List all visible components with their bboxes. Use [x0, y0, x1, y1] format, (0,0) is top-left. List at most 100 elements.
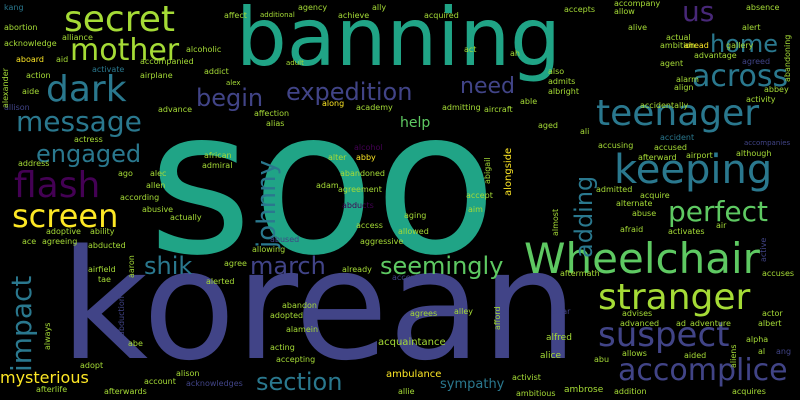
word-abandoning: abandoning [783, 34, 792, 82]
word-addict: addict [204, 67, 229, 76]
word-engaged: engaged [36, 140, 142, 168]
word-affection: affection [254, 109, 290, 118]
word-abbey: abbey [764, 85, 789, 94]
word-actress: actress [74, 135, 103, 144]
word-agency: agency [298, 3, 328, 12]
word-adventure: adventure [690, 319, 731, 328]
word-african: african [204, 151, 232, 160]
word-abused: abused [270, 235, 300, 244]
word-admits: admits [548, 77, 576, 86]
word-acknowledge: acknowledge [4, 39, 57, 48]
word-kang: kang [4, 3, 24, 12]
word-acquire: acquire [640, 191, 670, 200]
word-abducts: abducts [342, 201, 374, 210]
word-tae: tae [98, 275, 111, 284]
word-afterwards: afterwards [104, 387, 147, 396]
word-banning: banning [236, 0, 561, 84]
word-aim: aim [468, 205, 483, 214]
word-additional: additional [260, 11, 295, 19]
word-aggressive: aggressive [360, 237, 404, 246]
word-alex: alex [226, 79, 241, 87]
word-aged: aged [538, 121, 558, 130]
word-actual: actual [666, 33, 691, 42]
word-allen: allen [146, 181, 166, 190]
word-screen: screen [12, 197, 119, 235]
word-agree: agree [224, 259, 247, 268]
word-alert: alert [742, 23, 761, 32]
word-alcohol: alcohol [354, 143, 383, 152]
word-alec: alec [150, 169, 167, 178]
word-always: always [43, 322, 52, 350]
word-albert: albert [758, 319, 782, 328]
word-mysterious: mysterious [0, 368, 89, 387]
word-allie: allie [398, 387, 415, 396]
word-affect: affect [224, 11, 247, 20]
word-accidentally: accidentally [640, 101, 689, 110]
word-alarm: alarm [676, 75, 699, 84]
word-ago: ago [118, 169, 133, 178]
word-begin: begin [196, 84, 264, 112]
word-aftermath: aftermath [560, 269, 600, 278]
word-acknowledges: acknowledges [186, 379, 243, 388]
word-across: across [692, 59, 789, 94]
word-abduction: abduction [117, 296, 126, 336]
word-alice: alice [540, 351, 562, 361]
word-abandon: abandon [282, 301, 317, 310]
word-aided: aided [684, 351, 707, 360]
word-agreement: agreement [338, 185, 382, 194]
word-mother: mother [70, 33, 180, 68]
word-alias: alias [266, 119, 285, 128]
word-adopted: adopted [270, 311, 304, 320]
word-accepting: accepting [276, 355, 316, 364]
word-act: act [464, 45, 477, 54]
word-alive: alive [628, 23, 648, 32]
word-advanced: advanced [620, 319, 660, 328]
word-altar: altar [552, 307, 571, 316]
word-addition: addition [614, 387, 647, 396]
word-acquaintance: acquaintance [378, 337, 446, 348]
word-action: action [26, 71, 51, 80]
word-aging: aging [404, 211, 427, 220]
word-admitting: admitting [442, 103, 481, 112]
word-ability: ability [90, 227, 115, 236]
word-accident: accident [660, 133, 695, 142]
word-aid: aid [56, 55, 69, 64]
word-acquired: acquired [424, 11, 459, 20]
word-aircraft: aircraft [484, 105, 513, 114]
word-wheelchair: Wheelchair [524, 234, 760, 283]
word-advises: advises [622, 309, 653, 318]
word-activates: activates [668, 227, 705, 236]
word-abortion: abortion [4, 23, 38, 32]
word-advance: advance [158, 105, 193, 114]
word-accompanied: accompanied [140, 57, 194, 66]
word-alerted: alerted [206, 277, 235, 286]
word-achieve: achieve [338, 11, 370, 20]
word-ambulance: ambulance [386, 369, 442, 380]
word-ambitious: ambitious [516, 389, 556, 398]
word-section: section [256, 368, 343, 396]
word-ambition: ambition [660, 41, 696, 50]
word-ahead: ahead [684, 41, 709, 50]
word-suspect: suspect [598, 315, 730, 355]
word-adoptive: adoptive [46, 227, 81, 236]
word-need: need [460, 74, 515, 99]
word-afford: afford [493, 306, 502, 330]
word-acting: acting [270, 343, 295, 352]
word-gallery: gallery [726, 41, 754, 50]
word-ali: ali [580, 127, 590, 136]
word-although: although [736, 149, 772, 158]
word-alamein: alamein [286, 325, 319, 334]
word-alpha: alpha [746, 335, 769, 344]
word-accepted: accepted [392, 273, 429, 282]
word-message: message [16, 105, 142, 138]
word-ah: ah [510, 49, 520, 58]
word-aaron: aaron [127, 255, 136, 278]
word-al: al [758, 347, 766, 356]
word-abusive: abusive [142, 205, 174, 214]
word-also: also [548, 67, 565, 76]
word-advantage: advantage [694, 51, 737, 60]
word-ang: ang [776, 347, 792, 356]
word-accept: accept [466, 191, 493, 200]
word-alcoholic: alcoholic [186, 45, 222, 54]
